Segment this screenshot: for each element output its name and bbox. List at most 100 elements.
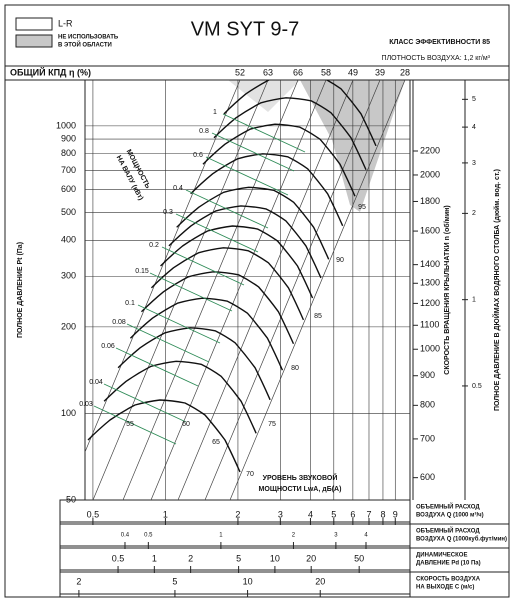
x-tick-label: 10 [270, 553, 280, 563]
inch-tick-label: 5 [472, 96, 476, 103]
speed-tick-label: 1300 [420, 278, 440, 288]
legend-label: НЕ ИСПОЛЬЗОВАТЬ [58, 35, 119, 41]
speed-tick-label: 1800 [420, 196, 440, 206]
sound-label: 70 [246, 471, 254, 478]
efficiency-line [92, 80, 269, 500]
x-tick-label: 5 [331, 509, 336, 519]
sound-title: УРОВЕНЬ ЗВУКОВОЙ [263, 473, 338, 482]
y-tick-label: 100 [61, 408, 76, 418]
speed-tick-label: 2200 [420, 145, 440, 155]
x-tick-label: 7 [366, 509, 371, 519]
inch-axis-label: ПОЛНОЕ ДАВЛЕНИЕ В ДЮЙМАХ ВОДЯНОГО СТОЛБА… [492, 169, 501, 411]
speed-curve [213, 97, 367, 171]
power-label: 0.08 [112, 319, 126, 326]
speed-curve [190, 153, 344, 227]
y-tick-label: 1000 [56, 120, 76, 130]
efficiency-label: 52 [235, 67, 245, 77]
x-tick-label: 1 [163, 509, 168, 519]
speed-tick-label: 1200 [420, 298, 440, 308]
speed-tick-label: 2000 [420, 169, 440, 179]
y-tick-label: 400 [61, 235, 76, 245]
power-label: 0.1 [125, 300, 135, 307]
power-line [103, 383, 187, 423]
scale-label: ОБЪЕМНЫЙ РАСХОД [416, 503, 480, 511]
legend-label: В ЭТОЙ ОБЛАСТИ [58, 41, 112, 49]
x-tick-label: 8 [380, 509, 385, 519]
power-label: 0.8 [199, 128, 209, 135]
sound-label: 90 [336, 257, 344, 264]
power-line [93, 405, 177, 445]
speed-tick-label: 1600 [420, 225, 440, 235]
scale-label: ВОЗДУХА Q (1000куб.фут/мин) [416, 536, 507, 543]
speed-tick-label: 900 [420, 370, 435, 380]
efficiency-label: ОБЩИЙ КПД η (%) [10, 66, 91, 77]
speed-curve [202, 123, 356, 197]
speed-curve [223, 80, 377, 147]
inch-tick-label: 1 [472, 297, 476, 304]
power-label: 0.15 [135, 268, 149, 275]
power-label: 0.03 [79, 401, 93, 408]
x-tick-label: 0.5 [144, 533, 153, 539]
power-label: 0.6 [193, 152, 203, 159]
efficiency-class: КЛАСС ЭФФЕКТИВНОСТИ 85 [389, 39, 490, 46]
speed-tick-label: 700 [420, 433, 435, 443]
scale-label: ДАВЛЕНИЕ Pd (10 Па) [416, 561, 481, 567]
sound-label: 75 [268, 421, 276, 428]
speed-curve [160, 225, 314, 299]
speed-curve [168, 205, 322, 279]
power-label: 1 [213, 109, 217, 116]
efficiency-line [204, 80, 381, 500]
x-tick-label: 5 [236, 553, 241, 563]
x-tick-label: 6 [350, 509, 355, 519]
power-line [161, 246, 245, 286]
legend-label: L-R [58, 18, 73, 28]
power-label: 0.04 [89, 379, 103, 386]
y-tick-label: 800 [61, 148, 76, 158]
power-line [149, 272, 233, 312]
x-tick-label: 2 [188, 553, 193, 563]
sound-label: 85 [314, 313, 322, 320]
sound-label: 60 [182, 421, 190, 428]
x-tick-label: 0.4 [121, 533, 130, 539]
y-tick-label: 300 [61, 271, 76, 281]
efficiency-label: 66 [293, 67, 303, 77]
x-tick-label: 2 [235, 509, 240, 519]
x-tick-label: 20 [306, 553, 316, 563]
legend-swatch [15, 34, 53, 48]
y-tick-label: 500 [61, 207, 76, 217]
power-line [205, 156, 289, 196]
x-tick-label: 10 [243, 576, 253, 586]
y-axis-label: ПОЛНОЕ ДАВЛЕНИЕ Pt (Па) [17, 242, 24, 338]
power-label: 0.06 [101, 343, 115, 350]
power-line [126, 323, 210, 363]
x-tick-label: 2 [292, 533, 296, 539]
efficiency-line [177, 80, 354, 500]
inch-tick-label: 2 [472, 210, 476, 217]
legend-swatch [15, 17, 53, 31]
speed-tick-label: 1000 [420, 344, 440, 354]
plot-layer [85, 80, 410, 500]
speed-tick-label: 1400 [420, 259, 440, 269]
inch-tick-label: 3 [472, 160, 476, 167]
x-tick-label: 1 [219, 533, 223, 539]
sound-label: 95 [358, 204, 366, 211]
x-tick-label: 9 [393, 509, 398, 519]
power-line [211, 132, 295, 172]
x-tick-label: 5 [172, 576, 177, 586]
speed-tick-label: 600 [420, 472, 435, 482]
power-line [175, 213, 259, 253]
efficiency-label: 49 [348, 67, 358, 77]
x-tick-label: 0.5 [87, 509, 100, 519]
speed-axis-label: СКОРОСТЬ ВРАЩЕНИЯ КРЫЛЬЧАТКИ n (об/мин) [443, 205, 451, 374]
speed-curve [117, 327, 271, 401]
speed-curve [150, 247, 305, 321]
inch-tick-label: 0.5 [472, 383, 482, 390]
efficiency-label: 63 [263, 67, 273, 77]
power-label: 0.3 [163, 209, 173, 216]
y-tick-label: 900 [61, 133, 76, 143]
efficiency-line [85, 80, 241, 453]
y-tick-label: 200 [61, 321, 76, 331]
speed-curve [176, 186, 330, 260]
power-line [222, 113, 306, 153]
